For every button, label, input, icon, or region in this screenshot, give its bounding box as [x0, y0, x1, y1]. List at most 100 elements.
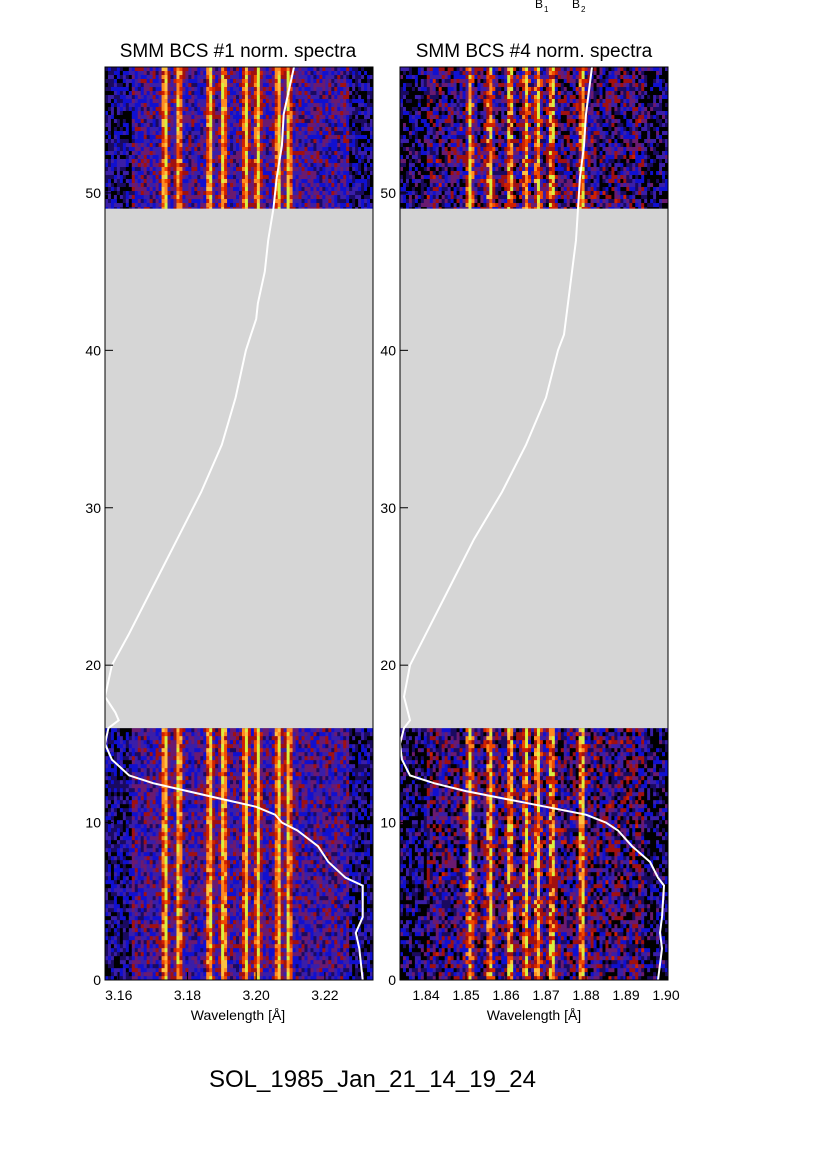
heatmap-cell — [200, 804, 204, 809]
heatmap-cell — [185, 964, 189, 969]
heatmap-cell — [259, 884, 264, 889]
heatmap-cell — [230, 756, 234, 761]
heatmap-cell — [316, 772, 320, 777]
heatmap-cell — [203, 748, 207, 753]
heatmap-cell — [274, 848, 279, 853]
heatmap-cell — [212, 740, 216, 745]
heatmap-cell — [283, 876, 288, 881]
heatmap-cell — [110, 928, 115, 933]
heatmap-cell — [161, 940, 165, 945]
heatmap-cell — [289, 960, 293, 965]
heatmap-cell — [286, 820, 291, 825]
heatmap-cell — [110, 844, 115, 849]
heatmap-cell — [331, 760, 335, 765]
heatmap-cell — [194, 792, 198, 797]
heatmap-cell — [331, 752, 335, 757]
heatmap-cell — [256, 824, 261, 829]
heatmap-cell — [244, 864, 249, 869]
heatmap-cell — [331, 904, 335, 909]
heatmap-cell — [230, 760, 234, 765]
heatmap-cell — [173, 932, 177, 937]
heatmap-cell — [233, 856, 237, 861]
heatmap-cell — [271, 884, 276, 889]
heatmap-cell — [224, 764, 228, 769]
heatmap-cell — [134, 836, 139, 841]
heatmap-cell — [262, 772, 267, 777]
heatmap-cell — [265, 760, 270, 765]
heatmap-cell — [209, 800, 213, 805]
heatmap-cell — [298, 816, 302, 821]
heatmap-cell — [259, 968, 264, 973]
heatmap-cell — [105, 924, 109, 929]
heatmap-cell — [185, 732, 189, 737]
heatmap-cell — [173, 796, 177, 801]
heatmap-cell — [155, 868, 159, 873]
heatmap-cell — [304, 768, 308, 773]
heatmap-cell — [289, 912, 293, 917]
heatmap-cell — [146, 864, 151, 869]
heatmap-cell — [164, 888, 168, 893]
heatmap-cell — [334, 796, 338, 801]
heatmap-cell — [265, 840, 270, 845]
heatmap-cell — [185, 880, 189, 885]
heatmap-cell — [179, 924, 183, 929]
heatmap-cell — [179, 776, 183, 781]
heatmap-cell — [316, 968, 320, 973]
heatmap-cell — [280, 768, 285, 773]
heatmap-cell — [125, 860, 130, 865]
heatmap-cell — [274, 900, 279, 905]
heatmap-cell — [221, 864, 225, 869]
heatmap-cell — [131, 968, 136, 973]
heatmap-cell — [173, 924, 177, 929]
heatmap-cell — [271, 736, 276, 741]
heatmap-cell — [233, 940, 237, 945]
heatmap-cell — [334, 812, 338, 817]
heatmap-cell — [173, 832, 177, 837]
heatmap-cell — [170, 860, 174, 865]
heatmap-cell — [316, 928, 320, 933]
heatmap-cell — [262, 924, 267, 929]
heatmap-cell — [170, 764, 174, 769]
heatmap-cell — [140, 744, 145, 749]
heatmap-cell — [233, 740, 237, 745]
heatmap-cell — [301, 876, 305, 881]
heatmap-cell — [310, 816, 314, 821]
heatmap-cell — [155, 900, 159, 905]
heatmap-cell — [227, 944, 231, 949]
heatmap-cell — [146, 748, 151, 753]
heatmap-cell — [194, 880, 198, 885]
heatmap-cell — [152, 844, 157, 849]
heatmap-cell — [209, 820, 213, 825]
heatmap-cell — [197, 876, 201, 881]
heatmap-cell — [289, 876, 293, 881]
heatmap-cell — [134, 832, 139, 837]
heatmap-cell — [298, 852, 302, 857]
heatmap-cell — [188, 968, 192, 973]
heatmap-cell — [227, 808, 231, 813]
heatmap-cell — [107, 776, 112, 781]
heatmap-cell — [116, 796, 121, 801]
heatmap-cell — [227, 868, 231, 873]
heatmap-cell — [164, 772, 168, 777]
heatmap-cell — [134, 920, 139, 925]
heatmap-cell — [268, 744, 273, 749]
heatmap-cell — [158, 828, 162, 833]
heatmap-cell — [113, 816, 118, 821]
heatmap-cell — [125, 864, 130, 869]
heatmap-cell — [262, 844, 267, 849]
heatmap-cell — [304, 960, 308, 965]
heatmap-cell — [113, 764, 118, 769]
heatmap-cell — [158, 748, 162, 753]
heatmap-cell — [209, 772, 213, 777]
heatmap-cell — [295, 760, 299, 765]
heatmap-cell — [239, 764, 243, 769]
heatmap-cell — [233, 948, 237, 953]
heatmap-cell — [239, 828, 243, 833]
heatmap-cell — [182, 732, 186, 737]
heatmap-cell — [307, 796, 311, 801]
heatmap-cell — [110, 856, 115, 861]
heatmap-cell — [158, 800, 162, 805]
heatmap-cell — [256, 860, 261, 865]
heatmap-cell — [116, 856, 121, 861]
heatmap-cell — [331, 948, 335, 953]
